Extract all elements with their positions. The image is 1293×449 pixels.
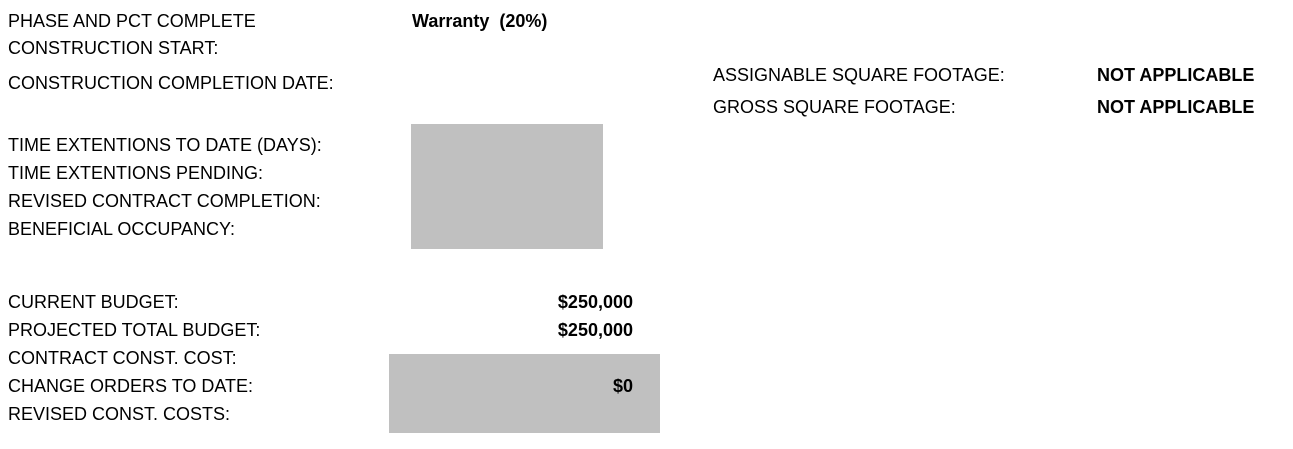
field-label: ASSIGNABLE SQUARE FOOTAGE: (713, 65, 1005, 85)
field-label: TIME EXTENTIONS PENDING: (8, 163, 264, 183)
field-value: $250,000 (557, 320, 633, 340)
field-label: CONTRACT CONST. COST: (8, 348, 237, 368)
field-value: NOT APPLICABLE (1097, 97, 1255, 117)
field-label: CHANGE ORDERS TO DATE: (8, 376, 254, 396)
field-label: PROJECTED TOTAL BUDGET: (8, 320, 261, 340)
field-label: CURRENT BUDGET: (8, 292, 179, 312)
shaded-box (389, 354, 660, 433)
field-label: PHASE AND PCT COMPLETE (8, 11, 256, 31)
field-label: GROSS SQUARE FOOTAGE: (713, 97, 956, 117)
field-value: Warranty (20%) (412, 11, 548, 31)
field-value: NOT APPLICABLE (1097, 65, 1255, 85)
field-label: BENEFICIAL OCCUPANCY: (8, 219, 236, 239)
field-label: CONSTRUCTION COMPLETION DATE: (8, 73, 334, 93)
field-label: REVISED CONTRACT COMPLETION: (8, 191, 321, 211)
field-value: $0 (612, 376, 633, 396)
field-value: $250,000 (557, 292, 633, 312)
field-label: REVISED CONST. COSTS: (8, 404, 231, 424)
field-label: TIME EXTENTIONS TO DATE (DAYS): (8, 135, 322, 155)
shaded-box (411, 124, 603, 249)
field-label: CONSTRUCTION START: (8, 38, 219, 58)
